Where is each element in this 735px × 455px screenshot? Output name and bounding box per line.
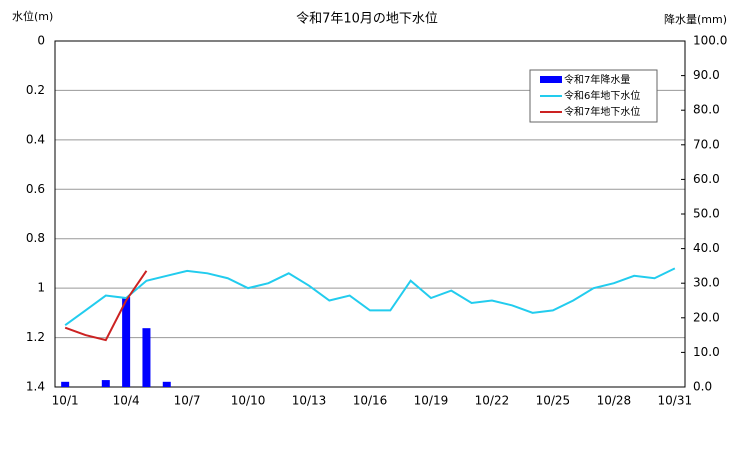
y-tick-label: 1 — [37, 281, 45, 295]
y2-tick-label: 80.0 — [693, 103, 720, 117]
line — [64, 267, 676, 327]
y2-tick-label: 90.0 — [693, 68, 720, 82]
y2-tick-label: 10.0 — [693, 345, 720, 359]
x-tick-label: 10/22 — [475, 394, 510, 408]
bar — [61, 381, 70, 387]
y2-tick-label: 40.0 — [693, 241, 720, 255]
legend-swatch — [540, 76, 562, 83]
y-tick-label: 0.8 — [26, 231, 45, 245]
y-tick-label: 0.2 — [26, 83, 45, 97]
x-tick-label: 10/16 — [353, 394, 388, 408]
bar — [142, 328, 151, 387]
y2-tick-label: 50.0 — [693, 207, 720, 221]
y-tick-label: 1.2 — [26, 330, 45, 344]
x-tick-label: 10/1 — [52, 394, 79, 408]
y-tick-label: 1.4 — [26, 380, 45, 394]
x-tick-label: 10/31 — [658, 394, 693, 408]
y2-tick-label: 0.0 — [693, 380, 712, 394]
plot-frame — [54, 40, 686, 388]
chart-title: 令和7年10月の地下水位 — [296, 12, 438, 27]
x-tick-label: 10/7 — [174, 394, 201, 408]
y-axis-title: 水位(m) — [12, 9, 53, 23]
x-tick-label: 10/28 — [597, 394, 632, 408]
legend-text: 令和6年地下水位 — [564, 89, 640, 102]
y2-tick-label: 20.0 — [693, 310, 720, 324]
y2-axis-title: 降水量(mm) — [664, 12, 727, 26]
x-tick-label: 10/19 — [414, 394, 449, 408]
y2-tick-label: 60.0 — [693, 172, 720, 186]
x-tick-label: 10/13 — [292, 394, 327, 408]
x-tick-label: 10/10 — [231, 394, 266, 408]
bar — [101, 380, 110, 387]
bar — [162, 381, 171, 387]
y-tick-label: 0.6 — [26, 182, 45, 196]
line — [64, 270, 148, 342]
legend-text: 令和7年地下水位 — [564, 105, 640, 118]
legend-text: 令和7年降水量 — [564, 73, 630, 86]
x-tick-label: 10/25 — [536, 394, 571, 408]
y2-tick-label: 30.0 — [693, 276, 720, 290]
y-tick-label: 0.4 — [26, 132, 45, 146]
y2-tick-label: 100.0 — [693, 34, 727, 48]
bar — [122, 297, 131, 387]
x-tick-label: 10/4 — [113, 394, 140, 408]
y2-tick-label: 70.0 — [693, 137, 720, 151]
y-tick-label: 0 — [37, 34, 45, 48]
